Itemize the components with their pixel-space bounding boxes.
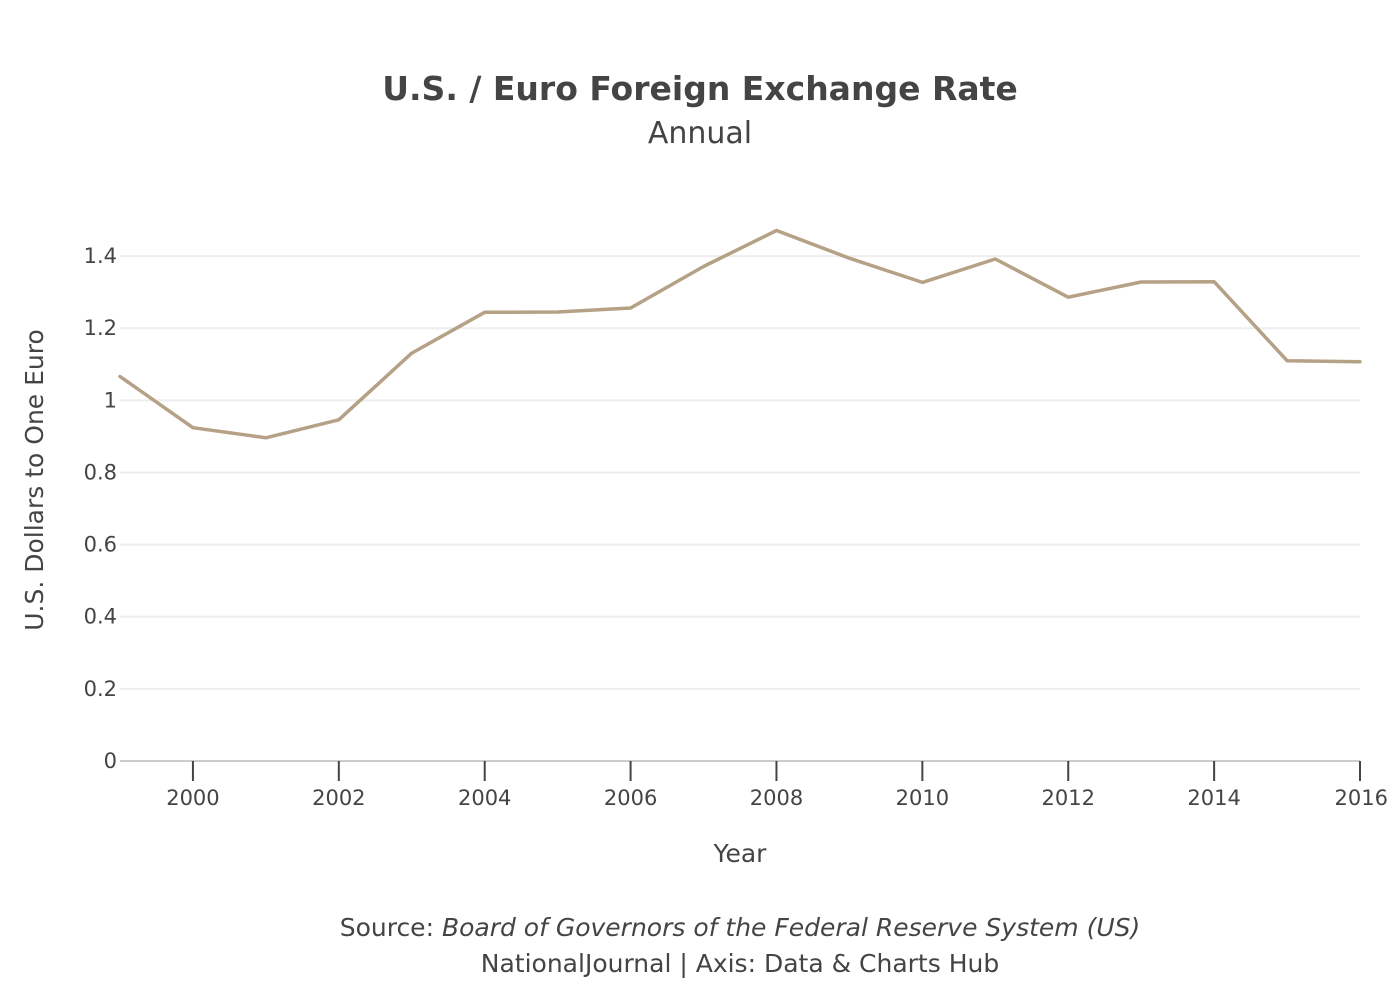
y-tick-label: 0.8 [84,460,117,484]
credit-line: NationalJournal | Axis: Data & Charts Hu… [481,949,999,978]
y-tick-label: 0.6 [84,533,117,557]
x-tick-label: 2010 [896,786,949,810]
y-tick-label: 1.2 [84,316,117,340]
x-tick-label: 2008 [750,786,803,810]
y-tick-label: 1 [104,388,117,412]
x-axis-title: Year [713,839,768,868]
gridlines [120,255,1360,690]
series-layer [118,228,1362,440]
x-tick-label: 2000 [166,786,219,810]
source-prefix: Source: [340,913,442,942]
x-tick-label: 2004 [458,786,511,810]
source-line: Source: Board of Governors of the Federa… [340,913,1141,942]
y-tick-label: 0.4 [84,605,117,629]
chart-subtitle: Annual [648,116,752,151]
x-tick-label: 2006 [604,786,657,810]
y-tick-label: 1.4 [84,244,117,268]
y-tick-label: 0 [104,749,117,773]
axes: 0 0.2 0.4 0.6 0.8 1 1.2 1.4 2000 2002 2004 2006 2008… [84,244,1388,810]
y-axis-title: U.S. Dollars to One Euro [20,329,49,631]
series-line [118,228,1362,440]
x-tick-label: 2012 [1042,786,1095,810]
x-tick-label: 2014 [1187,786,1240,810]
x-tick-label: 2002 [312,786,365,810]
chart-title: U.S. / Euro Foreign Exchange Rate [382,69,1018,108]
x-tick-label: 2016 [1335,786,1388,810]
source-name: Board of Governors of the Federal Reserv… [442,913,1140,942]
y-tick-label: 0.2 [84,677,117,701]
